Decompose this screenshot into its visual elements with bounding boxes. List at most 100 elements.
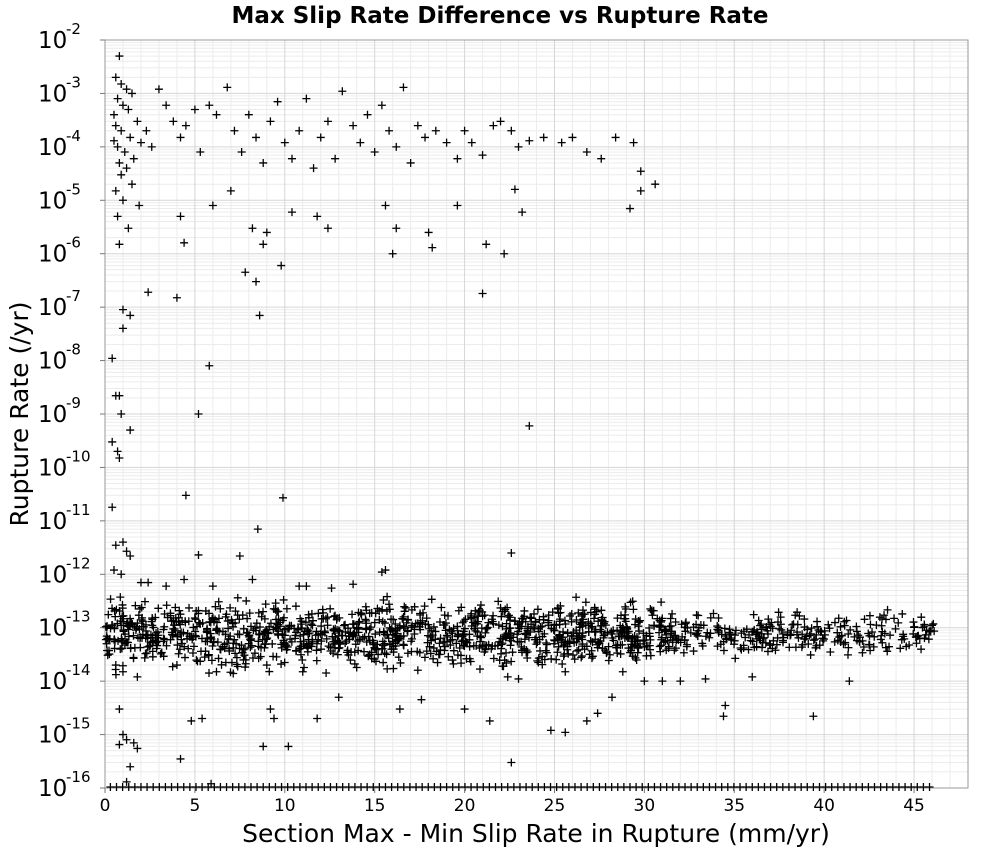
data-point: [176, 754, 185, 763]
data-point: [449, 646, 458, 655]
data-point: [532, 640, 541, 649]
data-point: [231, 607, 240, 616]
data-point: [655, 642, 664, 651]
data-point: [883, 647, 892, 656]
data-point: [525, 136, 534, 145]
data-point: [129, 654, 138, 663]
data-point: [160, 635, 169, 644]
data-point: [300, 627, 309, 636]
data-point: [378, 641, 387, 650]
data-point: [309, 164, 318, 173]
data-point: [689, 647, 698, 656]
y-tick-exponent: -14: [66, 661, 91, 679]
data-point: [331, 154, 340, 163]
data-point: [277, 660, 286, 669]
data-point: [368, 636, 377, 645]
data-point: [445, 625, 454, 634]
data-point: [115, 454, 124, 463]
data-point: [496, 117, 505, 126]
data-point: [115, 391, 124, 400]
data-point: [177, 635, 186, 644]
data-point: [252, 133, 261, 142]
data-point: [371, 644, 380, 653]
data-point: [721, 632, 730, 641]
data-point: [392, 142, 401, 151]
data-point: [244, 110, 253, 119]
data-point: [843, 650, 852, 659]
data-point: [176, 610, 185, 619]
data-point: [242, 596, 251, 605]
data-point: [262, 228, 271, 237]
data-point: [852, 622, 861, 631]
data-point: [449, 659, 458, 668]
data-point: [111, 670, 120, 679]
data-point: [385, 600, 394, 609]
data-point: [211, 602, 220, 611]
data-point: [544, 618, 553, 627]
data-point: [542, 639, 551, 648]
data-point: [124, 622, 133, 631]
data-point: [667, 627, 676, 636]
data-point: [352, 663, 361, 672]
data-point: [883, 605, 892, 614]
data-point: [656, 622, 665, 631]
data-point: [196, 148, 205, 157]
data-point: [413, 121, 422, 130]
data-point: [363, 110, 372, 119]
data-point: [261, 600, 270, 609]
y-tick-label: 10: [38, 776, 67, 802]
data-point: [448, 656, 457, 665]
data-point: [910, 622, 919, 631]
data-point: [924, 635, 933, 644]
data-point: [645, 632, 654, 641]
data-point: [235, 615, 244, 624]
data-point: [146, 641, 155, 650]
data-point: [341, 639, 350, 648]
data-point: [791, 611, 800, 620]
data-point: [407, 637, 416, 646]
data-point: [462, 654, 471, 663]
data-point: [259, 607, 268, 616]
data-point: [692, 611, 701, 620]
data-point: [681, 618, 690, 627]
data-point: [385, 126, 394, 135]
data-point: [277, 261, 286, 270]
data-point: [323, 224, 332, 233]
data-point: [317, 622, 326, 631]
data-point: [426, 649, 435, 658]
data-point: [763, 647, 772, 656]
data-point: [748, 672, 757, 681]
data-point: [171, 626, 180, 635]
data-point: [147, 617, 156, 626]
data-point: [590, 603, 599, 612]
data-point: [500, 249, 509, 258]
data-point: [333, 650, 342, 659]
data-point: [371, 657, 380, 666]
x-tick-label: 40: [813, 796, 835, 816]
data-point: [676, 677, 685, 686]
x-tick-label: 15: [364, 796, 386, 816]
data-point: [250, 649, 259, 658]
data-point: [825, 624, 834, 633]
data-point: [298, 655, 307, 664]
data-point: [520, 606, 529, 615]
data-point: [271, 615, 280, 624]
data-point: [274, 620, 283, 629]
data-point: [431, 126, 440, 135]
data-point: [719, 646, 728, 655]
data-point: [658, 677, 667, 686]
data-point: [534, 654, 543, 663]
y-tick-label: 10: [38, 295, 67, 321]
data-point: [518, 208, 527, 217]
data-point: [133, 744, 142, 753]
data-point: [758, 643, 767, 652]
data-point: [896, 644, 905, 653]
data-point: [561, 728, 570, 737]
y-tick-exponent: -8: [66, 341, 81, 359]
data-point: [552, 621, 561, 630]
data-point: [249, 626, 258, 635]
data-point: [870, 632, 879, 641]
data-point: [725, 625, 734, 634]
data-point: [381, 566, 390, 575]
data-point: [168, 662, 177, 671]
